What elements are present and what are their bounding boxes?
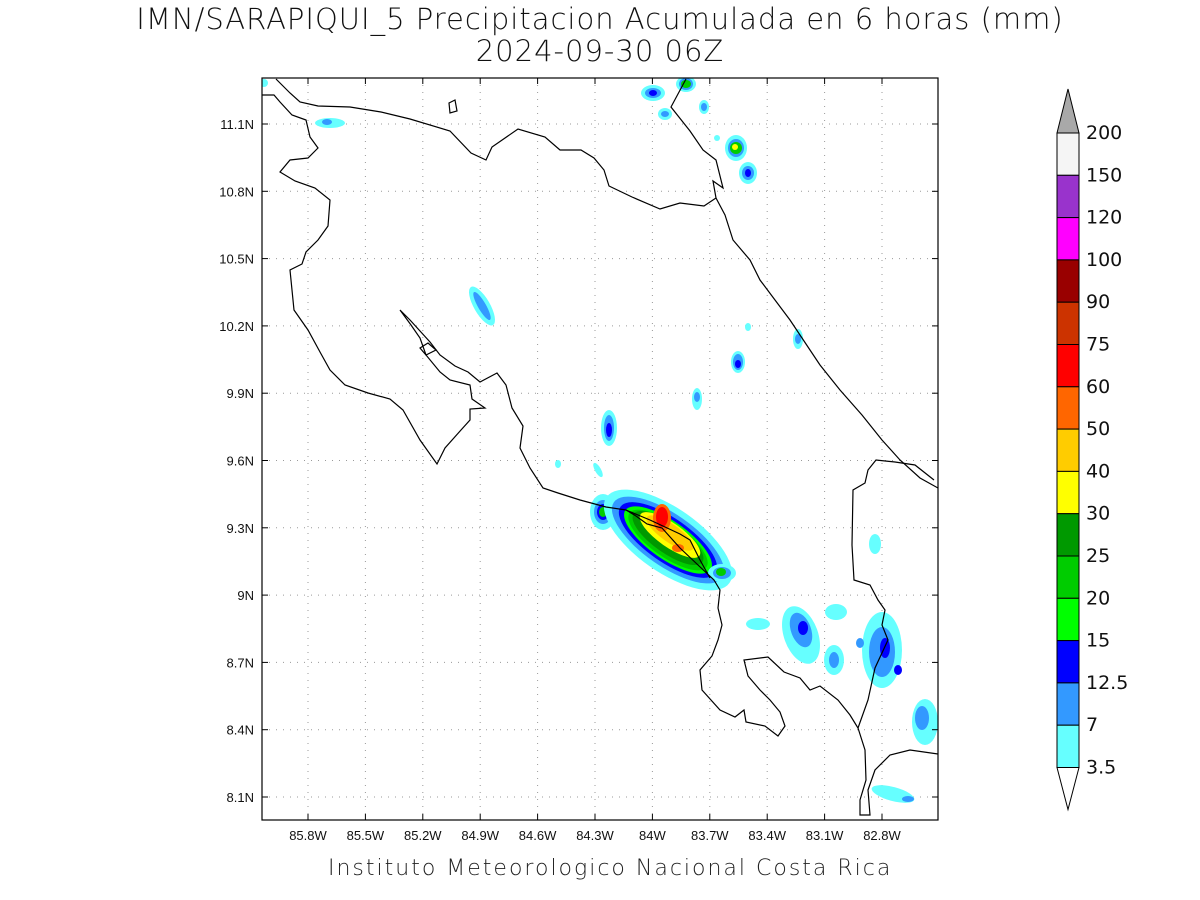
lon-tick-label: 84W — [639, 828, 666, 843]
lon-tick-label: 83.4W — [748, 828, 786, 843]
lat-tick-label: 10.5N — [219, 252, 254, 267]
legend-swatch — [1056, 640, 1080, 684]
legend-swatch — [1056, 132, 1080, 176]
lat-tick-label: 9.6N — [227, 454, 254, 469]
legend-label: 50 — [1086, 418, 1110, 440]
footer-credit: Instituto Meteorologico Nacional Costa R… — [328, 856, 893, 881]
legend-label: 200 — [1086, 122, 1122, 144]
map-title: IMN/SARAPIQUI_5 Precipitacion Acumulada … — [136, 2, 1064, 36]
rain-cell-north — [262, 78, 757, 184]
color-legend: 200 150 120 100 90 75 60 50 40 30 25 20 15 12.5 7 3.5 — [1056, 88, 1128, 812]
lat-tick-label: 8.7N — [227, 655, 254, 670]
rain-cell-central — [469, 286, 803, 478]
nicaragua-lake — [448, 99, 458, 114]
legend-swatch — [1056, 428, 1080, 472]
pacific-coast-north — [262, 94, 938, 816]
rain-cell-main — [590, 489, 736, 591]
lon-tick-label: 85.5W — [347, 828, 385, 843]
legend-label: 40 — [1086, 460, 1110, 482]
legend-swatch — [1056, 386, 1080, 430]
legend-label: 90 — [1086, 291, 1110, 313]
legend-swatch — [1056, 682, 1080, 726]
lat-tick-label: 8.4N — [227, 723, 254, 738]
legend-label: 60 — [1086, 376, 1110, 398]
panama-border — [851, 459, 935, 729]
legend-bottom-arrow — [1056, 767, 1080, 812]
legend-label: 7 — [1086, 714, 1098, 736]
legend-swatch — [1056, 724, 1080, 769]
lon-tick-label: 83.7W — [691, 828, 729, 843]
latitude-axis: 11.1N 10.8N 10.5N 10.2N 9.9N 9.6N 9.3N 9N 8.7N 8.… — [219, 117, 938, 805]
lon-tick-label: 84.3W — [576, 828, 614, 843]
legend-swatch — [1056, 344, 1080, 388]
legend-label: 25 — [1086, 545, 1110, 567]
lat-tick-label: 11.1N — [220, 117, 254, 132]
legend-swatch — [1056, 597, 1080, 642]
legend-label: 15 — [1086, 630, 1110, 652]
legend-label: 20 — [1086, 587, 1110, 609]
map-grid — [262, 78, 938, 820]
lat-tick-label: 10.8N — [219, 184, 254, 199]
nicaragua-border — [275, 78, 724, 210]
legend-swatch — [1056, 470, 1080, 515]
legend-top-arrow — [1056, 88, 1080, 134]
legend-label: 3.5 — [1086, 757, 1116, 779]
legend-swatch — [1056, 217, 1080, 261]
legend-swatch — [1056, 513, 1080, 557]
lat-tick-label: 10.2N — [219, 319, 254, 334]
lon-tick-label: 82.8W — [863, 828, 901, 843]
legend-label: 75 — [1086, 334, 1110, 356]
coastlines — [262, 78, 938, 816]
legend-label: 12.5 — [1086, 672, 1128, 694]
map-datetime: 2024-09-30 06Z — [475, 34, 725, 68]
nicoya-island — [419, 342, 438, 356]
legend-swatch — [1056, 301, 1080, 346]
lon-tick-label: 85.2W — [404, 828, 442, 843]
precipitation-areas — [262, 78, 938, 803]
legend-swatch — [1056, 174, 1080, 219]
lon-tick-label: 84.6W — [519, 828, 557, 843]
legend-label: 30 — [1086, 503, 1110, 525]
central-divide — [625, 509, 711, 579]
legend-swatch — [1056, 555, 1080, 599]
lat-tick-label: 9.9N — [227, 386, 254, 401]
lat-tick-label: 8.1N — [227, 790, 254, 805]
legend-label: 150 — [1086, 164, 1122, 186]
lon-tick-label: 85.8W — [289, 828, 327, 843]
legend-label: 120 — [1086, 207, 1122, 229]
caribbean-coast — [715, 197, 938, 489]
lon-tick-label: 84.9W — [461, 828, 499, 843]
legend-label: 100 — [1086, 249, 1122, 271]
lat-tick-label: 9N — [237, 588, 254, 603]
rain-cell-south — [746, 534, 938, 803]
lat-tick-label: 9.3N — [227, 521, 254, 536]
longitude-axis: 85.8W 85.5W 85.2W 84.9W 84.6W 84.3W 84W 83.7W 83… — [289, 78, 902, 843]
legend-swatch — [1056, 259, 1080, 303]
lon-tick-label: 83.1W — [806, 828, 844, 843]
map-frame — [261, 77, 939, 821]
